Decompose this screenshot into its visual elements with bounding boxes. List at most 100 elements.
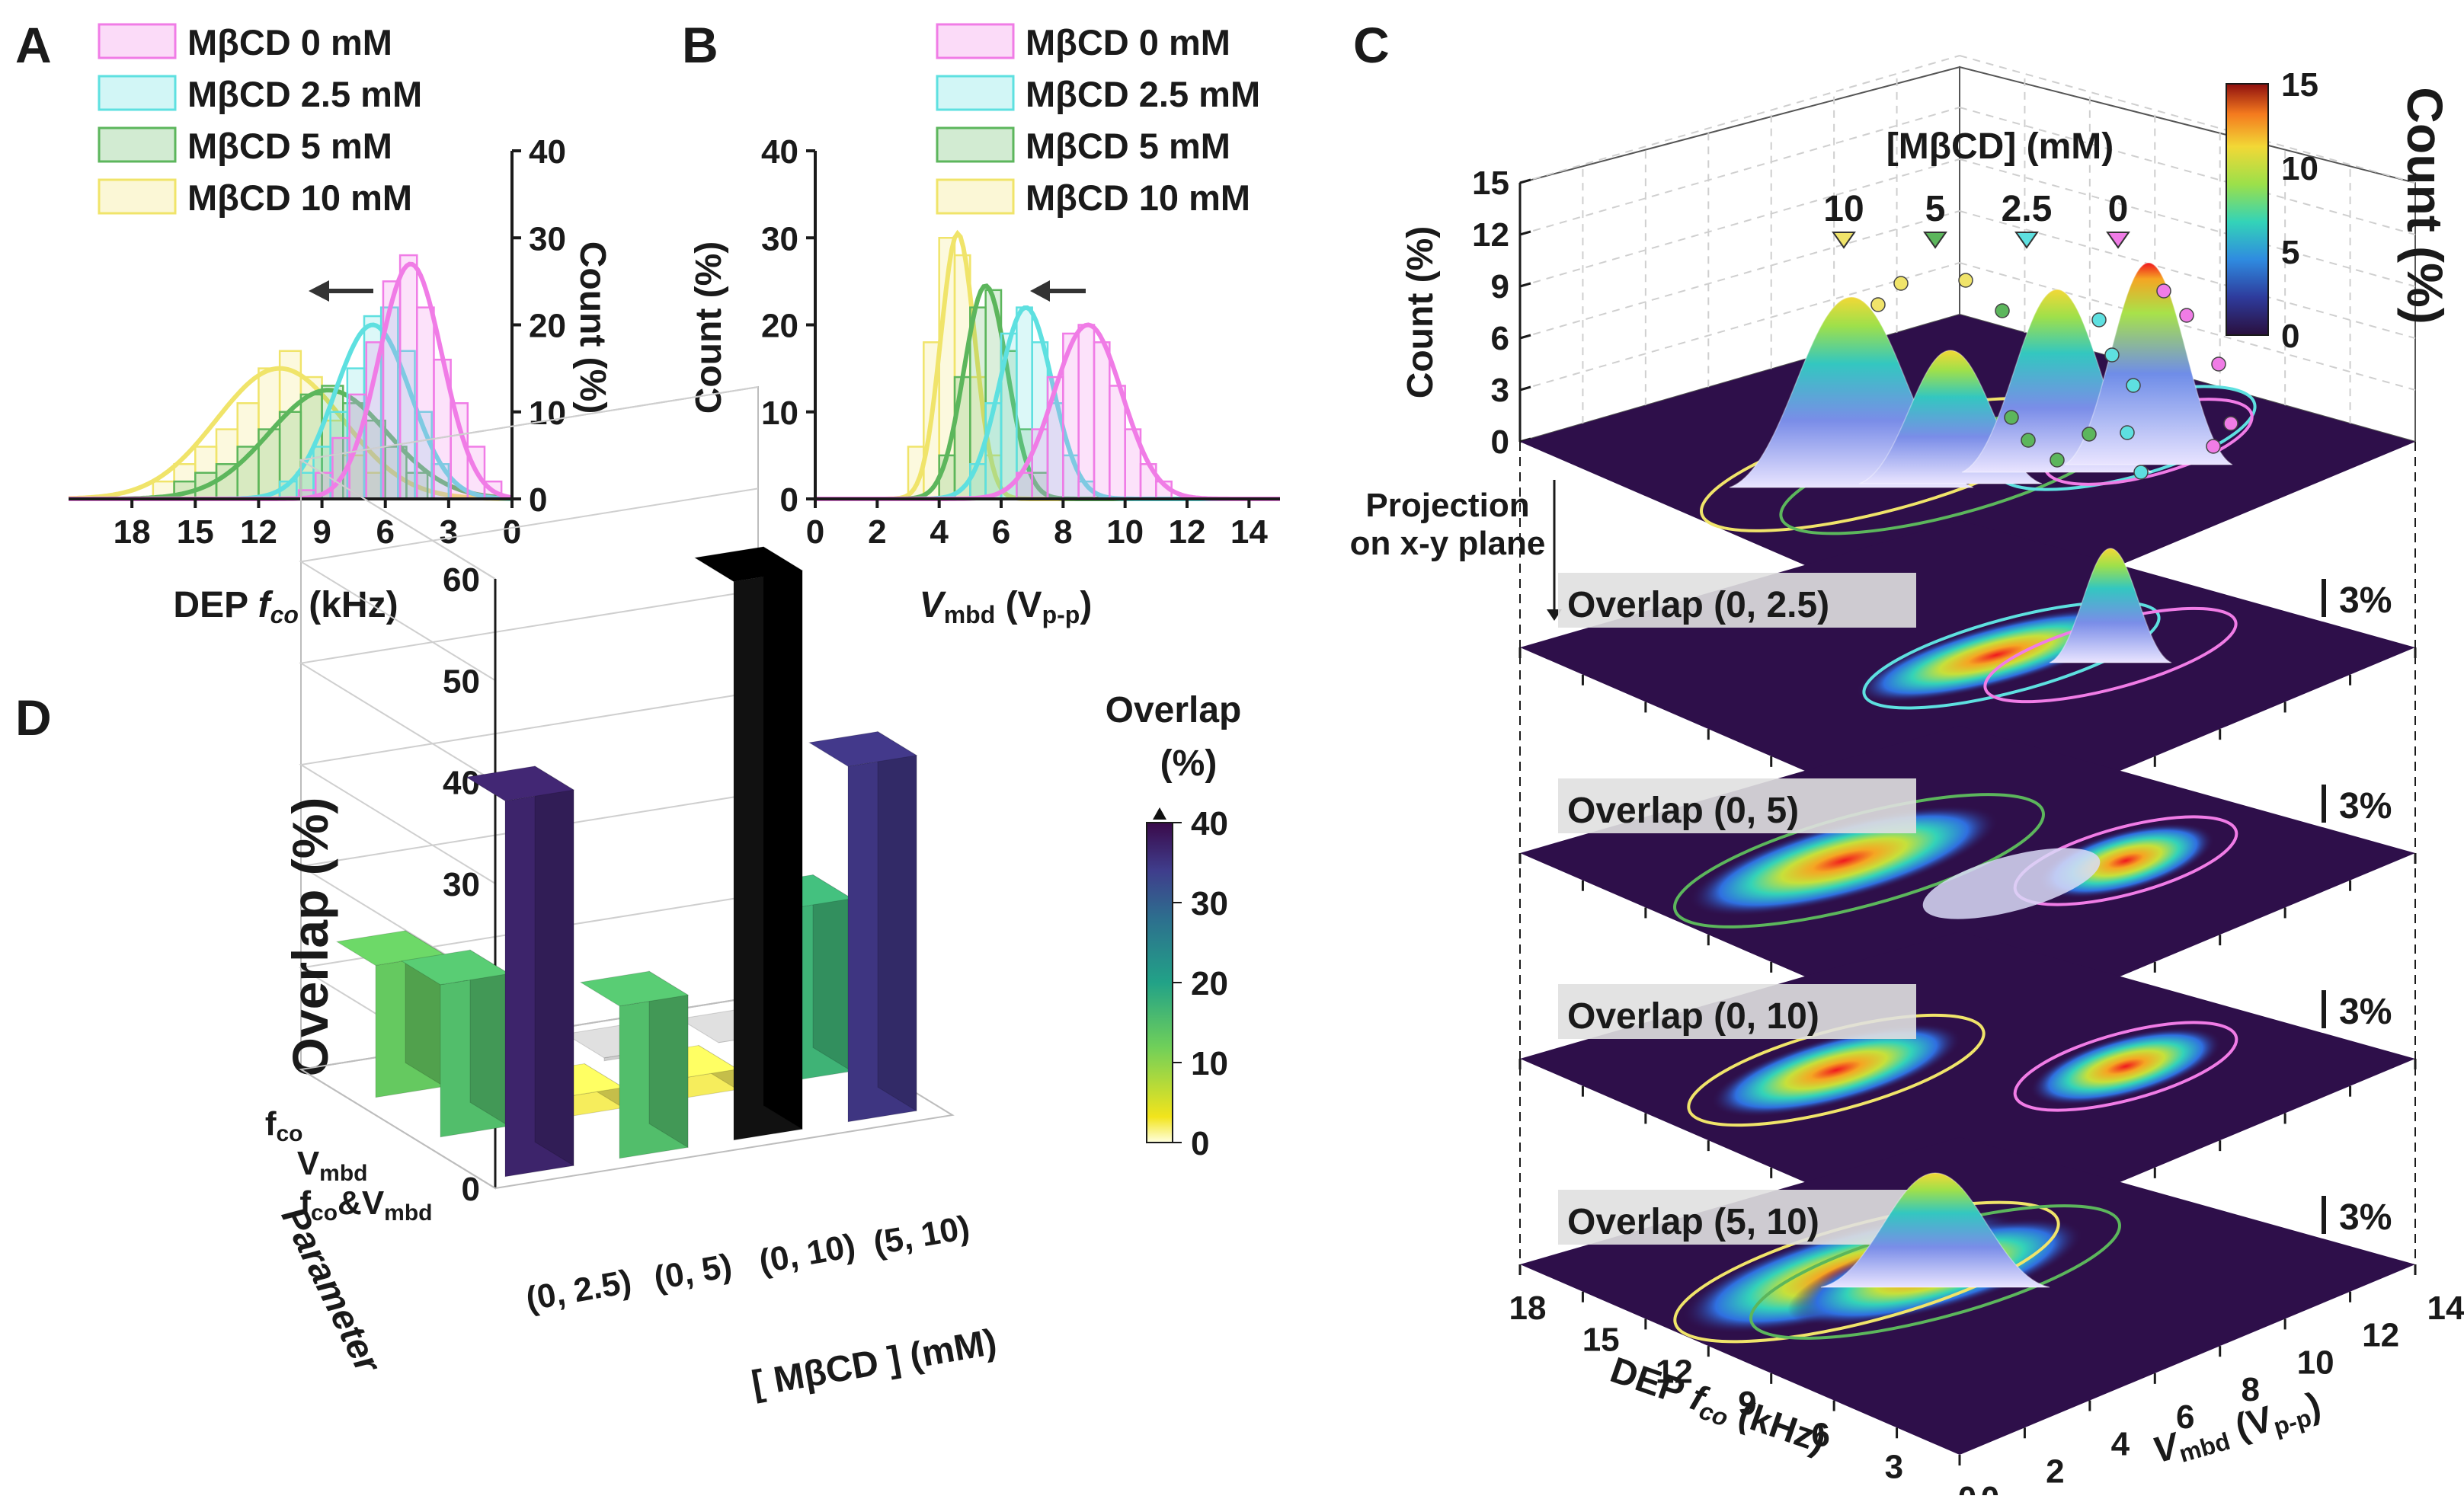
y-tick-label: 0 [529,481,547,519]
bar-side-face [763,545,803,1130]
histogram-bar [1077,324,1096,500]
c-y-tick-label: 0 [1981,1480,1999,1495]
c-y-tick-label: 12 [2362,1317,2399,1354]
bar-top-face [693,546,804,582]
legend-swatch [936,126,1015,163]
c-z-tick-mark [1519,385,1531,392]
plot-d: 0102030405060Overlap (%)(0, 2.5)(0, 5)(0… [265,385,1241,1405]
d-gridline [299,589,759,783]
scatter-point [2179,308,2194,323]
x-tick-label: 18 [114,513,151,551]
c-z-tick-mark [1519,178,1531,184]
c-layer-label: Overlap (0, 2.5) [1567,585,1829,625]
d-z-tick-label: 40 [443,765,480,802]
panel-b-label: B [682,17,718,73]
c-z-tick-label: 12 [1472,216,1509,254]
y-tick-label: 30 [761,220,798,257]
c-zlabel: Count (%) [1400,226,1441,399]
c-z-tick-label: 9 [1491,268,1509,305]
legend-b: MβCD 0 mM MβCD 2.5 mM MβCD 5 mM MβCD 10 mM [936,22,1260,218]
scatter-point [2223,416,2238,431]
c-colorbar-tick: 0 [2281,318,2299,355]
d-colorbar-tick: 10 [1191,1045,1228,1082]
d-z-tick-label: 30 [443,866,480,903]
scatter-point [2091,312,2107,328]
c-conc-marker [1923,232,1947,249]
panel-a-label: A [15,17,52,73]
legend-label: MβCD 10 mM [1026,177,1250,218]
legend-label: MβCD 0 mM [187,22,392,62]
scatter-point [2156,283,2171,299]
scatter-point [1893,276,1909,291]
bar-top-face [465,765,575,801]
c-overlap-peak-4 [1820,1172,2050,1288]
legend-label: MβCD 2.5 mM [187,74,422,114]
c-scale-label: 3% [2339,992,2392,1032]
c-layer-label-bg [1558,1190,1916,1245]
shift-arrowhead-b [1030,280,1050,302]
c-layer-label-bg [1558,778,1916,833]
legend-swatch [98,126,177,163]
d-parameter-axis-title: Parameter [274,1200,389,1380]
c-scale-label: 3% [2339,1197,2392,1238]
d-colorbar-tick: 30 [1191,885,1228,922]
c-x-tick-label: 0 [1958,1480,1976,1495]
d-parameter-label: fco&Vmbd [299,1184,432,1226]
y-tick-label: 30 [529,220,566,257]
d-zlabel: Overlap (%) [282,797,338,1077]
c-conc-label: 2.5 [2002,189,2053,229]
c-z-tick-label: 6 [1491,320,1509,357]
legend-swatch [98,178,177,215]
legend-label: MβCD 2.5 mM [1026,74,1260,114]
histogram-bar [382,280,402,500]
c-z-tick-label: 0 [1491,423,1509,461]
d-parameter-label: fco [265,1105,303,1146]
histogram-bar [416,306,435,500]
d-category-label: (0, 5) [651,1247,735,1297]
c-layer-label: Overlap (0, 10) [1567,996,1819,1037]
panel-d-label: D [15,689,52,746]
x-tick-label: 12 [1169,513,1206,551]
d-colorbar [1146,822,1173,1143]
d-gridline [299,792,759,986]
scatter-point [2120,425,2135,440]
y-tick-label: 40 [529,133,566,171]
c-y-tick-label: 10 [2297,1344,2334,1381]
scatter-point [2021,433,2036,448]
c-colorbar-tick: 10 [2281,150,2318,187]
scatter-point [2133,465,2149,480]
c-density-spot [1710,1023,1962,1117]
c-overlap-peak-1 [2049,548,2172,663]
x-tick-label: 10 [1106,513,1144,551]
c-z-tick-mark [1519,282,1531,288]
c-overlap-patch-2 [1922,848,2101,919]
d-z-tick-label: 50 [443,663,480,700]
x-tick-label: 15 [177,513,214,551]
d-colorbar-tick: 0 [1191,1125,1209,1162]
c-layer-label: Overlap (0, 5) [1567,791,1799,831]
box-gridline [1959,262,2416,391]
legend-a: MβCD 0 mM MβCD 2.5 mM MβCD 5 mM MβCD 10 mM [98,22,422,218]
c-conc-label: 0 [2108,189,2129,229]
x-tick-label: 6 [376,513,394,551]
c-x-tick-label: 18 [1509,1290,1547,1327]
d-colorbar-unit: (%) [1160,743,1218,784]
d-colorbar-extend [1153,807,1166,820]
x-tick-label: 0 [503,513,521,551]
c-layer-ellipse [2013,1021,2238,1112]
c-x-tick-label: 3 [1885,1448,1903,1485]
y-tick-label: 20 [529,308,566,345]
legend-swatch [936,75,1015,111]
panel-b: B MβCD 0 mM MβCD 2.5 mM MβCD 5 mM MβCD 10 m… [682,17,1280,628]
c-x-tick-label: 15 [1582,1322,1620,1359]
legend-label: MβCD 5 mM [187,126,392,166]
legend-label: MβCD 0 mM [1026,22,1230,62]
d-category-label: (0, 10) [757,1227,859,1280]
d-category-label: (5, 10) [871,1209,973,1262]
b-xlabel: Vmbd (Vp-p) [920,585,1093,628]
histogram-bar [384,446,408,500]
bar-side-face [534,765,574,1167]
legend-swatch [98,23,177,59]
c-projection-note-2: on x-y plane [1350,525,1546,562]
